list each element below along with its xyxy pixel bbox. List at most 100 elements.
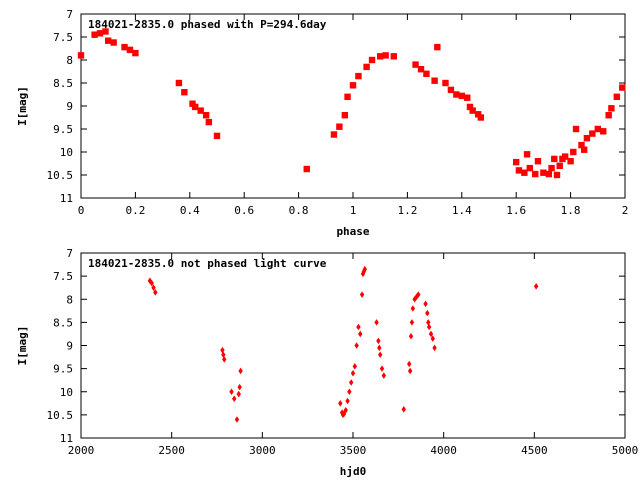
- data-point: [175, 79, 183, 87]
- y-tick-label: 10: [60, 146, 73, 159]
- data-point: [442, 79, 449, 87]
- data-point: [408, 332, 414, 340]
- y-tick-label: 8.5: [53, 316, 73, 329]
- data-point: [523, 151, 531, 158]
- data-point: [350, 369, 356, 377]
- x-tick-label: 1.6: [506, 204, 526, 217]
- chart-title: 184021-2835.0 not phased light curve: [88, 257, 327, 270]
- y-tick-label: 10.5: [47, 409, 74, 422]
- y-tick-label: 10.5: [47, 169, 74, 182]
- data-point: [416, 291, 421, 298]
- data-point: [205, 118, 213, 126]
- data-point: [425, 309, 430, 317]
- x-tick-label: 2500: [158, 444, 185, 457]
- y-tick-label: 11: [60, 432, 73, 445]
- data-point: [407, 360, 412, 368]
- data-point: [613, 93, 621, 100]
- data-point: [338, 400, 343, 407]
- y-tick-label: 9.5: [53, 123, 73, 136]
- data-point: [605, 112, 612, 119]
- plot-frame: [80, 252, 626, 439]
- data-point: [474, 111, 482, 118]
- chart-title: 184021-2835.0 phased with P=294.6day: [88, 18, 327, 31]
- y-tick-label: 9: [66, 340, 73, 353]
- x-tick-label: 0: [78, 204, 85, 217]
- data-point: [513, 158, 520, 166]
- x-tick-label: 1: [350, 204, 357, 217]
- data-point: [521, 169, 528, 176]
- data-point: [469, 107, 476, 114]
- x-tick-label: 0.8: [289, 204, 309, 217]
- data-point: [561, 153, 569, 160]
- data-point: [354, 342, 359, 349]
- axis-ticks: 0 0.2 0.4 0.6 0.8 1 1.2 1.4 1.6 1.8 2 7 7.5 8 8.5 9 9.5 1…: [47, 8, 629, 217]
- data-point: [189, 100, 196, 107]
- data-point: [447, 86, 455, 94]
- data-point: [581, 146, 588, 153]
- data-point: [238, 367, 243, 375]
- data-point: [359, 291, 365, 298]
- data-point: [358, 330, 363, 338]
- data-point: [453, 91, 460, 98]
- data-point: [345, 397, 350, 405]
- data-point: [376, 337, 381, 345]
- data-point: [362, 265, 367, 273]
- data-point: [192, 103, 199, 111]
- data-point: [341, 112, 349, 119]
- x-tick-label: 2: [622, 204, 629, 217]
- x-tick-label: 3500: [340, 444, 367, 457]
- data-point: [151, 284, 156, 291]
- data-point: [77, 52, 85, 59]
- data-point: [515, 167, 523, 174]
- y-tick-label: 7.5: [53, 270, 73, 283]
- data-point: [352, 363, 358, 370]
- x-tick-label: 0.6: [234, 204, 254, 217]
- data-point: [540, 169, 547, 176]
- x-axis-label: phase: [336, 225, 369, 238]
- data-point: [401, 406, 406, 413]
- x-tick-label: 5000: [612, 444, 639, 457]
- data-point: [377, 344, 382, 352]
- y-tick-label: 7: [66, 8, 73, 21]
- x-tick-label: 0.4: [180, 204, 200, 217]
- data-point: [344, 93, 351, 100]
- data-point: [430, 335, 435, 342]
- data-point: [410, 305, 416, 312]
- data-point: [303, 165, 310, 173]
- data-point: [229, 388, 234, 396]
- x-tick-label: 2000: [68, 444, 95, 457]
- data-point: [336, 123, 343, 130]
- data-point: [428, 330, 434, 338]
- data-point: [378, 351, 383, 359]
- data-point: [91, 31, 98, 38]
- data-point: [589, 130, 596, 137]
- x-axis-label: hjd0: [340, 465, 367, 478]
- data-point: [381, 372, 387, 379]
- data-point: [412, 61, 419, 68]
- data-points: [77, 28, 626, 179]
- data-point: [102, 28, 109, 35]
- data-point: [341, 410, 347, 418]
- data-point: [363, 63, 370, 71]
- data-point: [409, 319, 415, 326]
- data-point: [222, 356, 227, 363]
- data-point: [458, 92, 465, 100]
- data-point: [110, 39, 117, 46]
- data-point: [390, 53, 397, 60]
- data-point: [374, 319, 379, 326]
- data-point: [330, 131, 338, 138]
- data-point: [466, 103, 474, 111]
- phased-light-curve-panel: 0 0.2 0.4 0.6 0.8 1 1.2 1.4 1.6 1.8 2 7 7.5 8 8.5 9 9.5 1…: [16, 8, 628, 238]
- x-tick-label: 1.2: [397, 204, 417, 217]
- data-point: [570, 148, 577, 156]
- data-point: [548, 164, 555, 172]
- data-point: [619, 84, 626, 91]
- data-point: [594, 125, 601, 133]
- y-axis-label: I[mag]: [16, 86, 29, 126]
- data-point: [608, 105, 615, 112]
- data-point: [556, 162, 563, 169]
- data-point: [213, 132, 221, 140]
- axis-ticks: 2000 2500 3000 3500 4000 4500 5000 7 7.5 8 8.5 9 9.5…: [47, 247, 639, 457]
- data-point: [181, 89, 188, 96]
